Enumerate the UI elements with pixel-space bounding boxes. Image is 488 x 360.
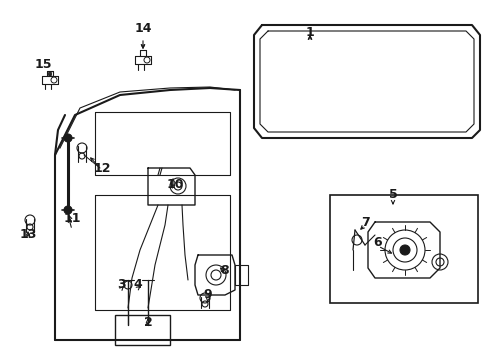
Bar [115,315,170,345]
Text: 7: 7 [360,216,368,229]
Circle shape [64,206,72,214]
Bar [329,195,477,303]
Text: 5: 5 [388,189,397,202]
Text: 4: 4 [133,279,142,292]
Text: 8: 8 [220,264,229,276]
Circle shape [64,134,72,142]
Text: 6: 6 [373,237,382,249]
Text: 14: 14 [134,22,151,35]
Text: 2: 2 [143,315,152,328]
Text: 11: 11 [63,211,81,225]
Text: 12: 12 [93,162,110,175]
Text: 15: 15 [34,58,52,72]
Text: 10: 10 [166,179,183,192]
Text: 1: 1 [305,26,314,39]
Circle shape [399,245,409,255]
Text: 3: 3 [118,279,126,292]
Text: 9: 9 [203,288,212,302]
Text: 13: 13 [19,229,37,242]
